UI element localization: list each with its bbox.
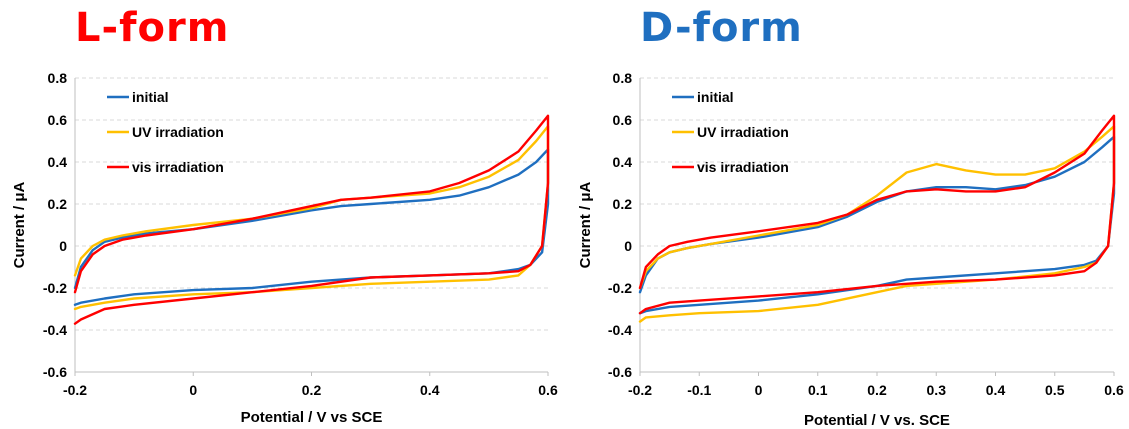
x-tick-label: 0.4 bbox=[420, 382, 440, 398]
y-tick-label: 0.4 bbox=[48, 154, 68, 170]
d-form-panel: D-form -0.6 -0.4 -0.2 0 0.2 0.4 0.6 0.8 -0.2 -0.1… bbox=[564, 0, 1129, 429]
x-tick-label: 0.6 bbox=[1104, 382, 1124, 398]
y-tick-label: -0.6 bbox=[43, 364, 67, 380]
l-form-chart: -0.6 -0.4 -0.2 0 0.2 0.4 0.6 0.8 -0.2 0 0.2 0.4 0.6 P… bbox=[11, 70, 558, 426]
y-axis-label: Current / μA bbox=[11, 181, 28, 268]
x-tick-label: 0.4 bbox=[986, 382, 1006, 398]
d-form-chart: -0.6 -0.4 -0.2 0 0.2 0.4 0.6 0.8 -0.2 -0.1 0 0.1 0.2… bbox=[577, 70, 1124, 429]
y-tick-label: -0.4 bbox=[43, 322, 67, 338]
x-tick-label: 0.3 bbox=[927, 382, 947, 398]
legend-label: vis irradiation bbox=[132, 159, 224, 175]
x-tick-label: -0.2 bbox=[63, 382, 87, 398]
y-tick-label: -0.2 bbox=[43, 280, 67, 296]
series-line-vis bbox=[73, 114, 550, 325]
legend-label: UV irradiation bbox=[697, 124, 789, 140]
x-tick-label: -0.2 bbox=[628, 382, 652, 398]
l-form-panel: L-form -0.6 -0.4 -0.2 0 0.2 0.4 0.6 0.8 -0.2 0 0.2… bbox=[0, 0, 564, 429]
legend-label: initial bbox=[697, 89, 734, 105]
x-tick-label: 0.2 bbox=[867, 382, 887, 398]
y-tick-label: 0 bbox=[59, 238, 67, 254]
series-line-uv bbox=[638, 125, 1116, 323]
x-tick-label: 0.6 bbox=[538, 382, 558, 398]
x-tick-label: 0.1 bbox=[808, 382, 828, 398]
x-axis-label: Potential / V vs SCE bbox=[241, 409, 383, 426]
y-tick-label: 0.2 bbox=[613, 196, 633, 212]
x-tick-label: 0.5 bbox=[1045, 382, 1065, 398]
y-tick-label: 0 bbox=[624, 238, 632, 254]
x-tick-label: -0.1 bbox=[687, 382, 711, 398]
x-tick-label: 0 bbox=[755, 382, 763, 398]
y-tick-label: 0.8 bbox=[613, 70, 633, 86]
series-line-initial bbox=[73, 148, 550, 306]
y-tick-label: -0.6 bbox=[608, 364, 632, 380]
y-tick-label: 0.6 bbox=[48, 112, 68, 128]
series-line-vis bbox=[638, 114, 1116, 315]
y-axis-label: Current / μA bbox=[577, 181, 594, 268]
y-tick-label: -0.4 bbox=[608, 322, 632, 338]
x-tick-label: 0.2 bbox=[302, 382, 322, 398]
d-form-title: D-form bbox=[640, 5, 803, 51]
y-tick-label: -0.2 bbox=[608, 280, 632, 296]
x-tick-label: 0 bbox=[189, 382, 197, 398]
y-tick-label: 0.4 bbox=[613, 154, 633, 170]
l-form-title: L-form bbox=[75, 5, 230, 51]
x-axis-label: Potential / V vs. SCE bbox=[804, 412, 950, 429]
y-tick-label: 0.2 bbox=[48, 196, 68, 212]
legend-label: initial bbox=[132, 89, 169, 105]
y-tick-label: 0.6 bbox=[613, 112, 633, 128]
legend-label: UV irradiation bbox=[132, 124, 224, 140]
legend-label: vis irradiation bbox=[697, 159, 789, 175]
y-tick-label: 0.8 bbox=[48, 70, 68, 86]
